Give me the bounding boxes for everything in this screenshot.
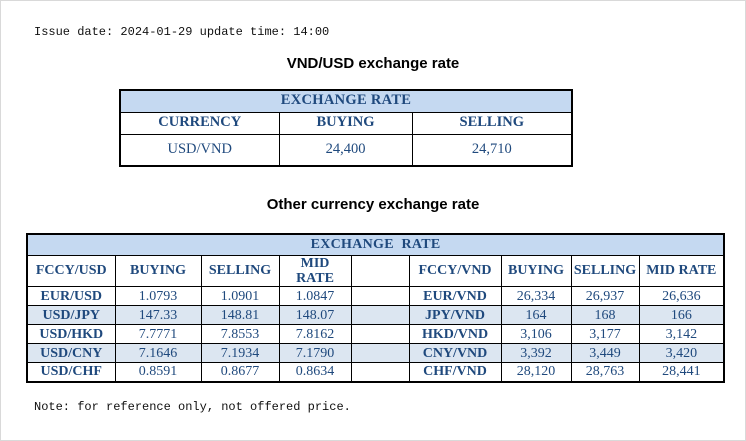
usd-table-title: VND/USD exchange rate: [286, 55, 460, 72]
usd-exchange-rate-table: EXCHANGE RATE CURRENCY BUYING SELLING US…: [119, 89, 574, 167]
mid-rate-cell: 3,420: [638, 343, 725, 364]
column-header-fccy-vnd: FCCY/VND: [408, 254, 502, 288]
column-header-buying: BUYING: [278, 111, 413, 135]
mid-rate-cell: 3,142: [638, 324, 725, 345]
column-header-selling-left: SELLING: [200, 254, 280, 288]
selling-rate-cell: 1.0901: [200, 286, 280, 307]
buying-rate-cell: 164: [500, 305, 572, 326]
table-row: USD/CHF 0.8591 0.8677 0.8634 CHF/VND 28,…: [26, 362, 725, 383]
buying-rate-cell: 0.8591: [114, 362, 202, 383]
currency-pair-cell: EUR/USD: [26, 286, 116, 307]
selling-rate-cell: 0.8677: [200, 362, 280, 383]
spacer-cell: [350, 362, 410, 383]
table-row: EUR/USD 1.0793 1.0901 1.0847 EUR/VND 26,…: [26, 286, 725, 307]
mid-rate-cell: 148.07: [278, 305, 352, 326]
currency-pair-cell: CHF/VND: [408, 362, 502, 383]
issue-date-line: Issue date: 2024-01-29 update time: 14:0…: [34, 25, 330, 39]
table-row: USD/VND 24,400 24,710: [119, 133, 573, 167]
buying-rate-cell: 3,106: [500, 324, 572, 345]
selling-rate-cell: 3,177: [570, 324, 640, 345]
column-header-selling-right: SELLING: [570, 254, 640, 288]
exchange-rate-banner: EXCHANGE RATE: [26, 233, 725, 256]
currency-pair-cell: USD/CNY: [26, 343, 116, 364]
spacer-cell: [350, 305, 410, 326]
buying-rate-cell: 7.1646: [114, 343, 202, 364]
spacer-cell: [350, 343, 410, 364]
mid-rate-cell: 26,636: [638, 286, 725, 307]
mid-rate-cell: 7.1790: [278, 343, 352, 364]
spacer-cell: [350, 286, 410, 307]
currency-pair-cell: JPY/VND: [408, 305, 502, 326]
table-row: USD/CNY 7.1646 7.1934 7.1790 CNY/VND 3,3…: [26, 343, 725, 364]
table-row: USD/HKD 7.7771 7.8553 7.8162 HKD/VND 3,1…: [26, 324, 725, 345]
currency-pair-cell: EUR/VND: [408, 286, 502, 307]
column-header-row: CURRENCY BUYING SELLING: [119, 111, 573, 135]
exchange-rate-banner: EXCHANGE RATE: [119, 89, 573, 113]
buying-rate-cell: 26,334: [500, 286, 572, 307]
other-currency-exchange-rate-table: EXCHANGE RATE FCCY/USD BUYING SELLING MI…: [26, 233, 726, 383]
currency-pair-cell: USD/JPY: [26, 305, 116, 326]
note-line: Note: for reference only, not offered pr…: [34, 400, 351, 414]
column-header-midrate-right: MID RATE: [638, 254, 725, 288]
currency-pair-cell: USD/VND: [119, 133, 280, 167]
buying-rate-cell: 7.7771: [114, 324, 202, 345]
selling-rate-cell: 7.1934: [200, 343, 280, 364]
table-banner-row: EXCHANGE RATE: [119, 89, 573, 113]
currency-pair-cell: USD/CHF: [26, 362, 116, 383]
spacer-cell: [350, 254, 410, 288]
table-banner-row: EXCHANGE RATE: [26, 233, 725, 256]
currency-pair-cell: USD/HKD: [26, 324, 116, 345]
mid-rate-cell: 166: [638, 305, 725, 326]
column-header-buying-left: BUYING: [114, 254, 202, 288]
table-row: USD/JPY 147.33 148.81 148.07 JPY/VND 164…: [26, 305, 725, 326]
buying-rate-cell: 147.33: [114, 305, 202, 326]
column-header-selling: SELLING: [411, 111, 573, 135]
buying-rate-cell: 3,392: [500, 343, 572, 364]
buying-rate-cell: 1.0793: [114, 286, 202, 307]
other-table-title: Other currency exchange rate: [266, 196, 480, 213]
selling-rate-cell: 26,937: [570, 286, 640, 307]
buying-rate-cell: 28,120: [500, 362, 572, 383]
selling-rate-cell: 24,710: [411, 133, 573, 167]
mid-rate-cell: 28,441: [638, 362, 725, 383]
column-header-fccy-usd: FCCY/USD: [26, 254, 116, 288]
selling-rate-cell: 3,449: [570, 343, 640, 364]
mid-rate-cell: 7.8162: [278, 324, 352, 345]
selling-rate-cell: 28,763: [570, 362, 640, 383]
column-header-row: FCCY/USD BUYING SELLING MID RATE FCCY/VN…: [26, 254, 725, 288]
selling-rate-cell: 168: [570, 305, 640, 326]
currency-pair-cell: HKD/VND: [408, 324, 502, 345]
selling-rate-cell: 148.81: [200, 305, 280, 326]
column-header-midrate-left: MID RATE: [278, 254, 352, 288]
currency-pair-cell: CNY/VND: [408, 343, 502, 364]
column-header-currency: CURRENCY: [119, 111, 280, 135]
spacer-cell: [350, 324, 410, 345]
selling-rate-cell: 7.8553: [200, 324, 280, 345]
mid-rate-cell: 0.8634: [278, 362, 352, 383]
buying-rate-cell: 24,400: [278, 133, 413, 167]
mid-rate-cell: 1.0847: [278, 286, 352, 307]
column-header-buying-right: BUYING: [500, 254, 572, 288]
